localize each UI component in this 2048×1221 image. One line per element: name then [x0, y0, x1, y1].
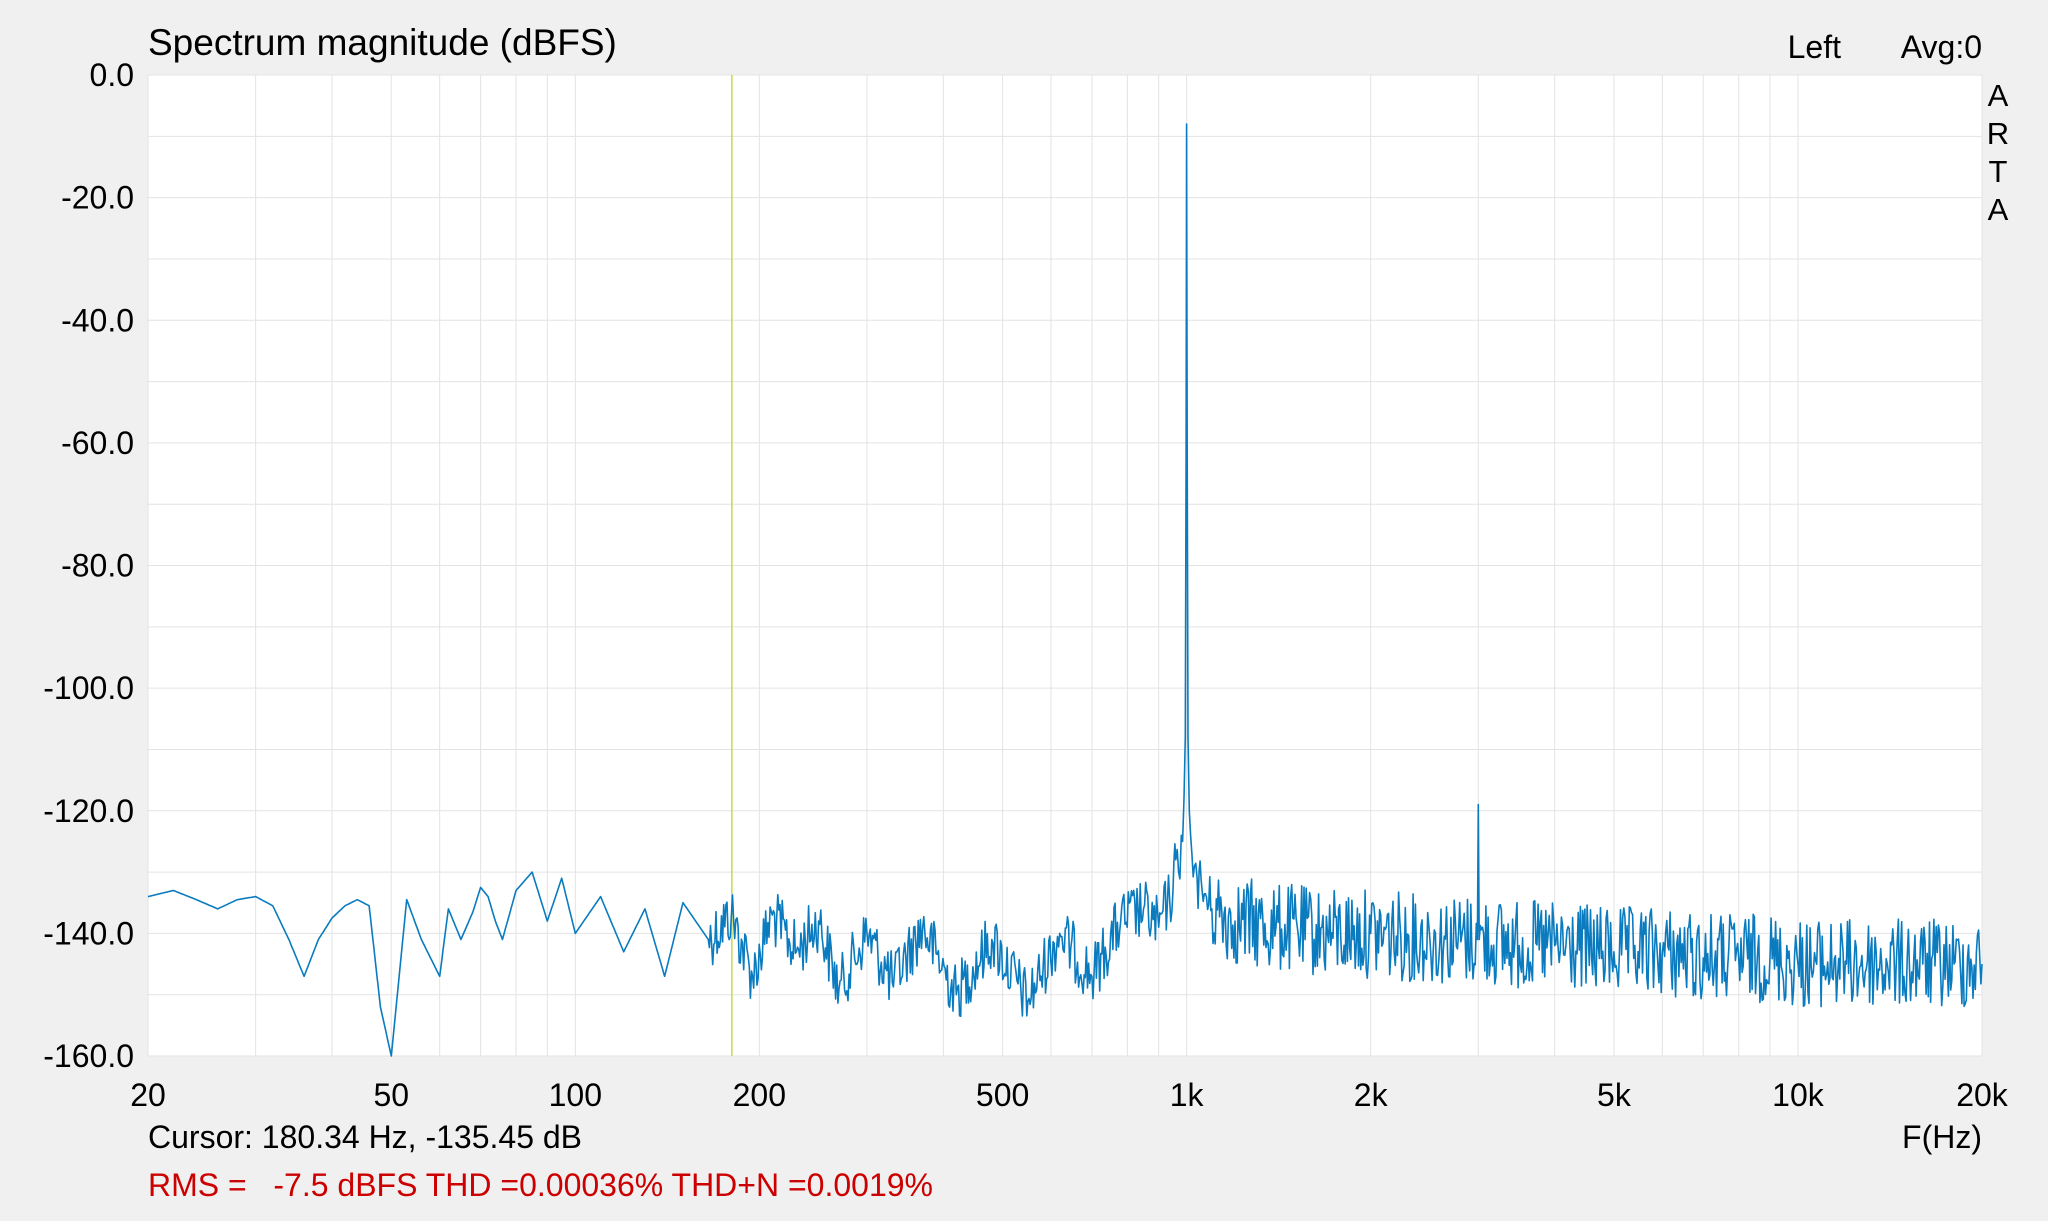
x-tick-label: 100 — [549, 1077, 602, 1113]
x-tick-labels: 20 50 100 200 500 1k 2k 5k 10k 20k — [130, 1077, 2009, 1113]
cursor-readout: Cursor: 180.34 Hz, -135.45 dB — [148, 1119, 582, 1155]
brand-letter-3: T — [1989, 154, 2008, 189]
trace-layer — [147, 123, 1983, 1057]
y-tick-label: -40.0 — [61, 302, 134, 338]
grid-lines — [147, 74, 1983, 1057]
x-tick-label: 20k — [1956, 1077, 2009, 1113]
y-tick-label: -140.0 — [43, 915, 134, 951]
x-tick-label: 500 — [976, 1077, 1029, 1113]
stats-readout: RMS = -7.5 dBFS THD =0.00036% THD+N =0.0… — [148, 1167, 933, 1203]
y-tick-label: -60.0 — [61, 425, 134, 461]
y-tick-label: -80.0 — [61, 548, 134, 584]
brand-letter-2: R — [1987, 116, 2009, 151]
x-tick-label: 20 — [130, 1077, 166, 1113]
y-tick-label: -120.0 — [43, 793, 134, 829]
chart-title: Spectrum magnitude (dBFS) — [148, 22, 617, 63]
y-tick-label: -160.0 — [43, 1038, 134, 1074]
avg-label: Avg:0 — [1901, 29, 1982, 65]
y-tick-label: -100.0 — [43, 670, 134, 706]
channel-label: Left — [1788, 29, 1841, 65]
brand-letter-1: A — [1988, 78, 2009, 113]
y-tick-label: 0.0 — [90, 57, 134, 93]
x-tick-label: 2k — [1354, 1077, 1389, 1113]
x-tick-label: 200 — [733, 1077, 786, 1113]
spectrum-trace — [147, 123, 1983, 1057]
brand-letter-4: A — [1988, 192, 2009, 227]
x-tick-label: 1k — [1170, 1077, 1205, 1113]
y-tick-label: -20.0 — [61, 180, 134, 216]
y-tick-labels: 0.0 -20.0 -40.0 -60.0 -80.0 -100.0 -120.0 -140.… — [43, 57, 134, 1074]
x-tick-label: 10k — [1772, 1077, 1825, 1113]
x-unit-label: F(Hz) — [1902, 1119, 1982, 1155]
x-tick-label: 50 — [373, 1077, 409, 1113]
x-tick-label: 5k — [1597, 1077, 1632, 1113]
